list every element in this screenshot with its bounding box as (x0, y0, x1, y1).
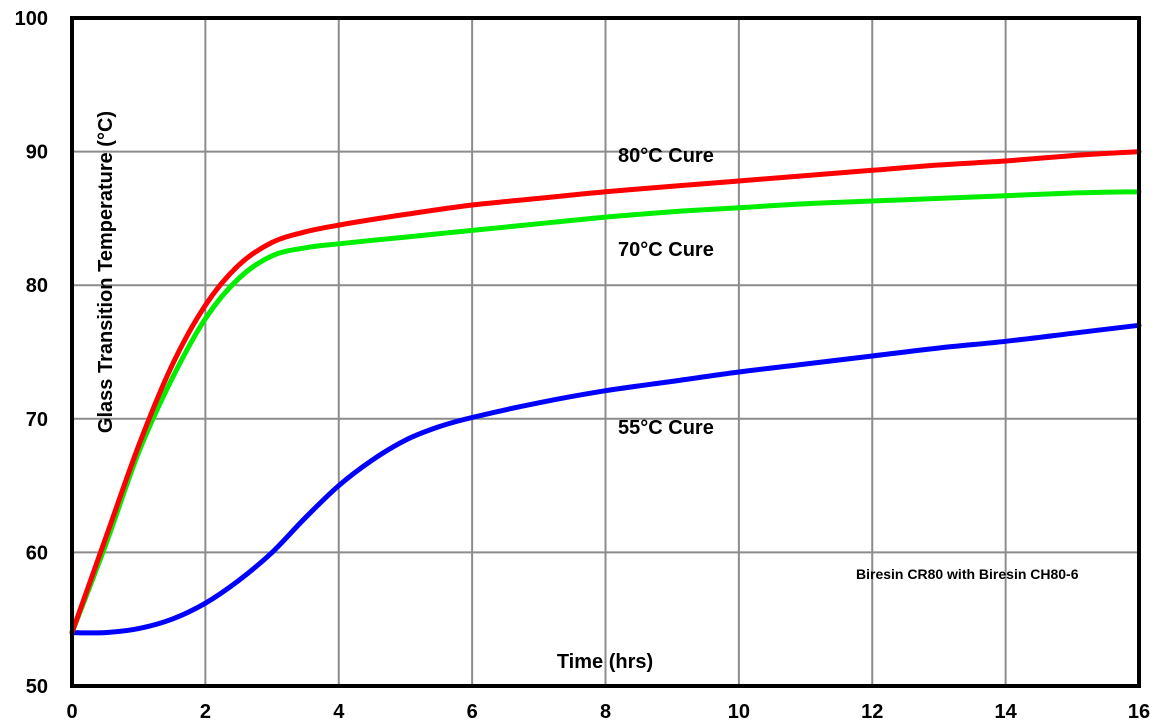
x-tick-label: 0 (66, 701, 77, 723)
x-tick-label: 6 (467, 701, 478, 723)
x-axis-label: Time (hrs) (557, 651, 653, 673)
series-label-55c-cure: 55°C Cure (618, 417, 714, 439)
y-tick-label: 100 (15, 8, 48, 30)
x-tick-label: 10 (728, 701, 750, 723)
y-tick-label: 80 (26, 275, 48, 297)
series-lines (69, 149, 1142, 636)
series-line-55c-cure (69, 322, 1142, 636)
x-tick-labels: 0 2 4 6 8 10 12 14 16 (66, 701, 1150, 723)
x-tick-label: 16 (1128, 701, 1150, 723)
x-tick-label: 4 (333, 701, 345, 723)
y-tick-label: 60 (26, 542, 48, 564)
series-line-80c-cure (69, 149, 1142, 636)
plot-frame (70, 16, 1141, 688)
y-axis-label: Glass Transition Temperature (°C) (95, 111, 117, 433)
series-line-70c-cure (69, 189, 1142, 636)
chart-annotation: Biresin CR80 with Biresin CH80-6 (856, 566, 1079, 582)
x-tick-label: 14 (995, 701, 1018, 723)
x-tick-label: 2 (200, 701, 211, 723)
y-tick-labels: 50 60 70 80 90 100 (15, 8, 48, 698)
y-tick-label: 70 (26, 409, 48, 431)
x-tick-label: 12 (861, 701, 883, 723)
grid-lines (72, 18, 1139, 686)
series-label-70c-cure: 70°C Cure (618, 239, 714, 261)
series-label-80c-cure: 80°C Cure (618, 145, 714, 167)
y-tick-label: 90 (26, 142, 48, 164)
y-tick-label: 50 (26, 676, 48, 698)
x-tick-label: 8 (600, 701, 611, 723)
